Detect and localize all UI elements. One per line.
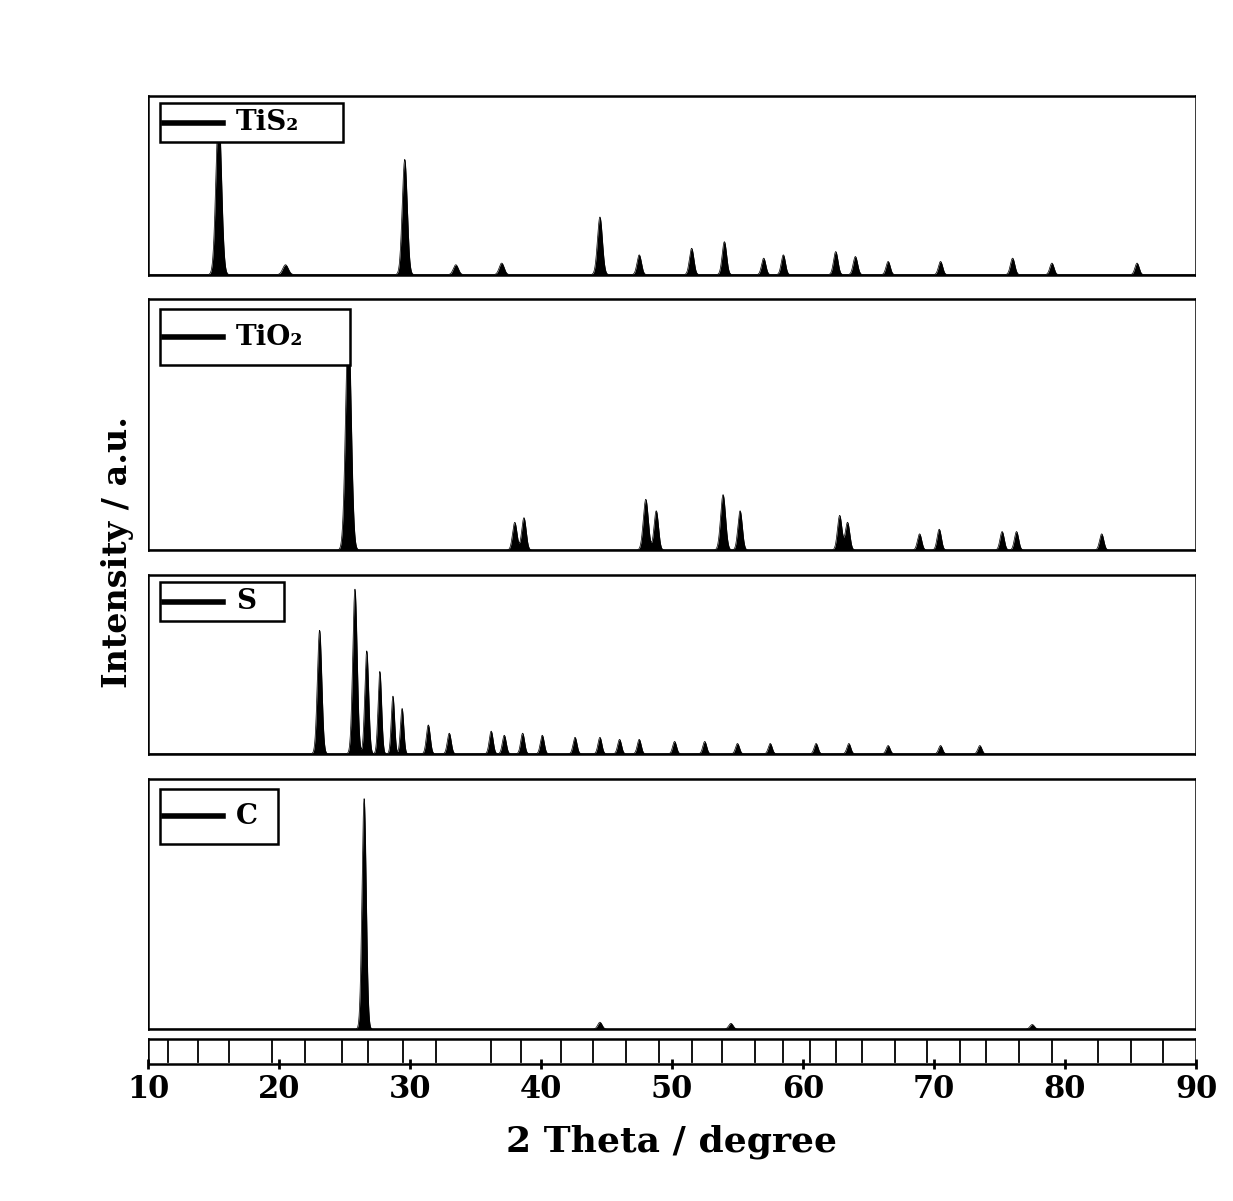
Bar xyxy=(160,310,350,365)
X-axis label: 2 Theta / degree: 2 Theta / degree xyxy=(507,1124,837,1159)
Bar xyxy=(160,789,277,844)
Text: TiS₂: TiS₂ xyxy=(236,109,298,136)
Text: TiO₂: TiO₂ xyxy=(236,323,303,351)
Bar xyxy=(160,582,284,621)
Text: S: S xyxy=(236,588,255,615)
Text: C: C xyxy=(236,802,258,830)
Bar xyxy=(160,103,343,142)
Y-axis label: Intensity / a.u.: Intensity / a.u. xyxy=(101,417,134,688)
